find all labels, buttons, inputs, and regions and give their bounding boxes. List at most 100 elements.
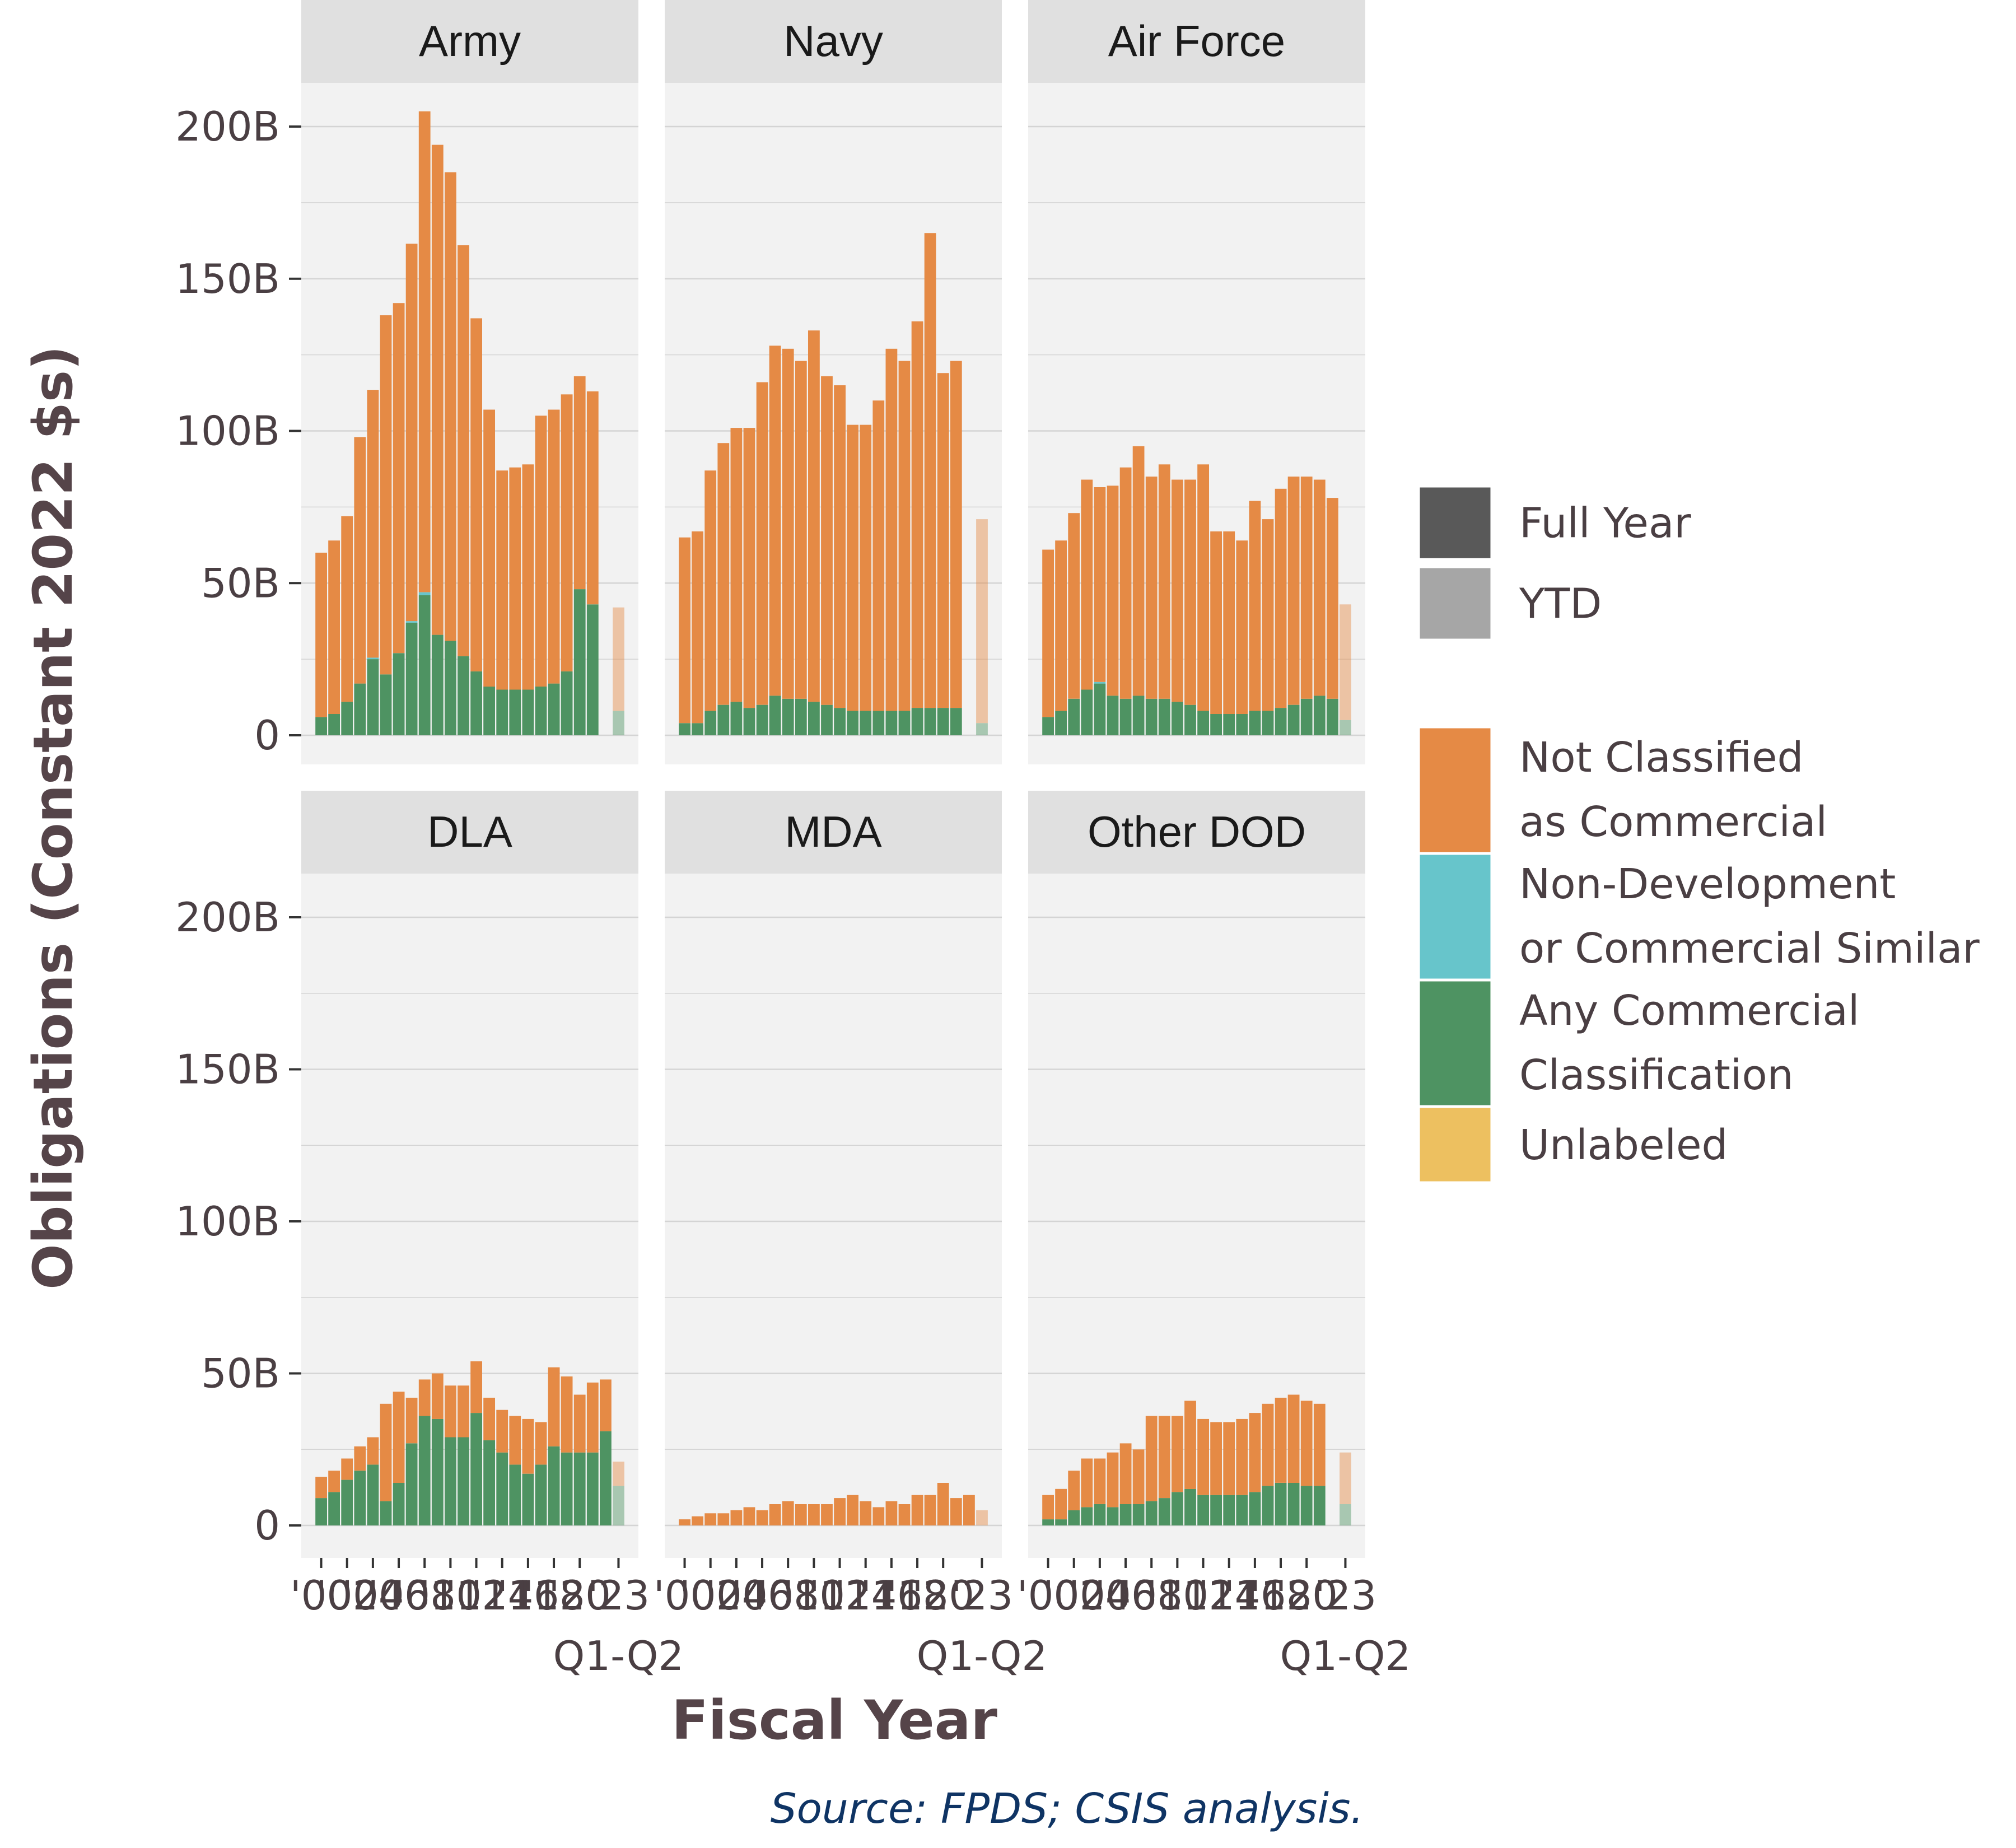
- bar-segment-not-classified: [769, 1504, 781, 1525]
- legend-key-ytd: [1417, 565, 1494, 642]
- bar-segment-not-classified: [834, 1498, 846, 1525]
- y-tick-label: 50B: [201, 1350, 280, 1397]
- bar-segment-not-classified: [341, 516, 353, 702]
- bar-segment-any-commercial: [380, 674, 392, 735]
- bar-segment-not-classified: [834, 385, 846, 708]
- bar-segment-any-commercial: [535, 1464, 547, 1525]
- bar-segment-not-classified: [769, 346, 781, 696]
- bar-segment-any-commercial: [573, 1452, 586, 1525]
- x-tick-label: '20: [1275, 1572, 1337, 1619]
- bar-segment-not-classified: [613, 607, 624, 711]
- bar-segment-not-classified: [821, 376, 833, 705]
- facet-strip: [301, 0, 638, 83]
- bar-segment-any-commercial: [1145, 698, 1158, 735]
- bar-segment-any-commercial: [1107, 696, 1119, 735]
- bar-segment-not-classified: [600, 1379, 612, 1431]
- bar-segment-any-commercial: [561, 671, 573, 735]
- y-tick-label: 150B: [175, 1046, 280, 1093]
- bar-segment-any-commercial: [872, 711, 885, 735]
- panel-dla: DLA 0 50B 100B 150B 200B '00'02'04'06'08'10'12…: [175, 791, 684, 1679]
- panel-air-force: Air Force: [1028, 0, 1365, 764]
- bar-segment-not-classified: [911, 321, 923, 708]
- bar-segment-not-classified: [380, 315, 392, 675]
- bar-segment-any-commercial: [393, 1483, 405, 1525]
- facet-title: Air Force: [1108, 16, 1285, 66]
- bar-segment-any-commercial: [600, 1431, 612, 1525]
- bar-segment-any-commercial: [509, 1464, 521, 1525]
- bar-segment-not-classified: [1158, 464, 1170, 699]
- bar-segment-any-commercial: [937, 708, 949, 735]
- x-tick-label: '23: [951, 1572, 1013, 1619]
- bar-segment-any-commercial: [561, 1452, 573, 1525]
- bar-segment-any-commercial: [393, 653, 405, 735]
- bar-segment-any-commercial: [328, 714, 340, 735]
- facet-strip: [1028, 791, 1365, 874]
- bar-segment-not-classified: [937, 373, 949, 708]
- bar-segment-any-commercial: [1094, 1504, 1106, 1525]
- bar-segment-any-commercial: [483, 687, 495, 735]
- bar-segment-not-classified: [548, 409, 560, 684]
- bar-segment-not-classified: [756, 1510, 768, 1525]
- bar-segment-any-commercial: [367, 1464, 379, 1525]
- bar-segment-any-commercial: [1249, 1492, 1261, 1525]
- bar-segment-any-commercial: [548, 683, 560, 735]
- bar-segment-not-classified: [1094, 1458, 1106, 1504]
- bar-segment-not-classified: [1119, 1443, 1132, 1504]
- plot-background: [665, 874, 1002, 1558]
- bar-segment-any-commercial: [1068, 698, 1080, 735]
- bar-segment-not-classified: [872, 1507, 885, 1525]
- bar-segment-not-classified: [548, 1367, 560, 1446]
- bar-segment-not-classified: [393, 1392, 405, 1483]
- bar-segment-not-classified: [1107, 486, 1119, 696]
- bar-segment-not-classified: [847, 1495, 858, 1525]
- legend-label: Full Year: [1519, 500, 1691, 548]
- bar-segment-not-classified: [743, 428, 755, 708]
- facet-title: Other DOD: [1088, 807, 1306, 856]
- bar-segment-not-classified: [1197, 1418, 1209, 1495]
- bar-segment-not-classified: [704, 1513, 717, 1525]
- x-tick-label: '08: [393, 1572, 455, 1619]
- bar-segment-any-commercial: [911, 708, 923, 735]
- y-tick-label: 200B: [175, 894, 280, 941]
- x-tick-label: '06: [367, 1572, 430, 1619]
- bar-segment-any-commercial: [1210, 1495, 1222, 1525]
- bar-segment-not-classified: [911, 1495, 923, 1525]
- bar-segment-not-classified: [898, 361, 911, 711]
- bar-segment-not-classified: [1275, 1397, 1287, 1483]
- bar-segment-not-classified: [418, 111, 431, 592]
- bar-segment-not-classified: [847, 424, 858, 711]
- bar-segment-any-commercial: [1223, 1495, 1235, 1525]
- y-tick-label: 0: [254, 1502, 280, 1549]
- bar-segment-any-commercial: [573, 589, 586, 735]
- bar-segment-any-commercial: [1300, 698, 1313, 735]
- legend-label: Not Classified: [1519, 734, 1804, 782]
- bar-segment-any-commercial: [509, 689, 521, 735]
- bar-segment-any-commercial: [1158, 698, 1170, 735]
- x-tick-label: '02: [679, 1572, 741, 1619]
- bar-segment-any-commercial: [924, 708, 936, 735]
- bar-segment-any-commercial: [496, 1452, 508, 1525]
- x-tick-label: '02: [1043, 1572, 1105, 1619]
- bar-segment-not-classified: [1145, 477, 1158, 699]
- bar-segment-any-commercial: [1119, 1504, 1132, 1525]
- x-tick-label: '12: [809, 1572, 871, 1619]
- x-tick-label: '06: [1094, 1572, 1156, 1619]
- y-tick-label: 0: [254, 712, 280, 759]
- bar-segment-any-commercial: [1119, 698, 1132, 735]
- bar-segment-any-commercial: [821, 704, 833, 735]
- bar-segment-any-commercial: [1184, 1488, 1196, 1525]
- x-tick-label: '04: [705, 1572, 767, 1619]
- bar-segment-any-commercial: [341, 702, 353, 735]
- bar-segment-not-classified: [808, 330, 820, 702]
- bar-segment-not-classified: [1223, 531, 1235, 714]
- bar-segment-not-classified: [573, 376, 586, 590]
- bar-segment-not-classified: [470, 1361, 482, 1413]
- bar-segment-not-classified: [315, 1477, 327, 1499]
- bar-segment-not-classified: [458, 245, 469, 656]
- bar-segment-not-classified: [1172, 479, 1183, 702]
- bar-segment-not-classified: [1184, 1401, 1196, 1489]
- bar-segment-any-commercial: [847, 711, 858, 735]
- bar-segment-any-commercial: [315, 717, 327, 735]
- bar-segment-any-commercial: [1313, 1486, 1326, 1525]
- bar-segment-not-classified: [860, 1501, 872, 1525]
